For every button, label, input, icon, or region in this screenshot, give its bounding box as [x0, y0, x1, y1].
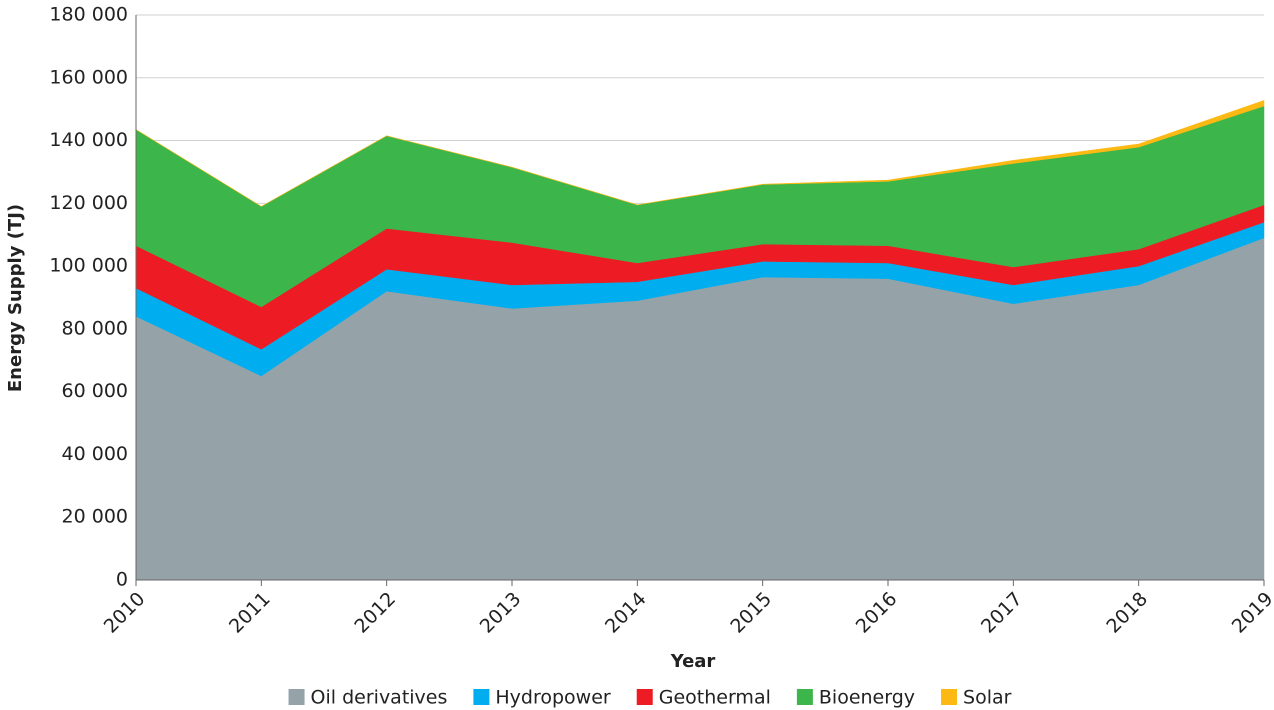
legend: Oil derivatives Hydropower Geothermal Bioen…: [288, 687, 1012, 709]
y-tick-label: 80 000: [62, 317, 128, 339]
y-axis-title: Energy Supply (TJ): [5, 204, 26, 392]
x-tick-label: 2019: [1228, 588, 1274, 638]
legend-swatch: [636, 689, 653, 705]
legend-swatch: [288, 689, 305, 705]
x-tick-label: 2011: [225, 588, 275, 638]
y-tick-label: 40 000: [62, 443, 128, 465]
x-tick-label: 2017: [977, 588, 1027, 638]
legend-label: Bioenergy: [819, 687, 915, 709]
y-tick-label: 0: [116, 569, 128, 591]
y-tick-label: 100 000: [49, 255, 128, 277]
y-tick-label: 20 000: [62, 506, 128, 528]
legend-label: Solar: [963, 687, 1012, 709]
x-tick-label: 2018: [1102, 588, 1152, 638]
x-axis-title: Year: [670, 651, 716, 672]
x-tick-label: 2013: [476, 588, 526, 638]
y-tick-label: 60 000: [62, 380, 128, 402]
x-tick-label: 2015: [726, 588, 776, 638]
y-tick-label: 120 000: [49, 192, 128, 214]
legend-label: Geothermal: [659, 687, 771, 709]
y-tick-label: 140 000: [49, 129, 128, 151]
x-tick-label: 2016: [852, 588, 902, 638]
legend-label: Hydropower: [495, 687, 611, 709]
legend-swatch: [473, 689, 490, 705]
x-tick-label: 2010: [100, 588, 150, 638]
legend-swatch: [941, 689, 958, 705]
area: [135, 100, 1265, 207]
area-group: [135, 100, 1265, 581]
x-tick-label: 2012: [350, 588, 400, 638]
y-tick-label: 180 000: [49, 4, 128, 26]
legend-label: Oil derivatives: [311, 687, 448, 709]
x-tick-label: 2014: [601, 588, 651, 638]
legend-swatch: [796, 689, 813, 705]
y-tick-label: 160 000: [49, 66, 128, 88]
